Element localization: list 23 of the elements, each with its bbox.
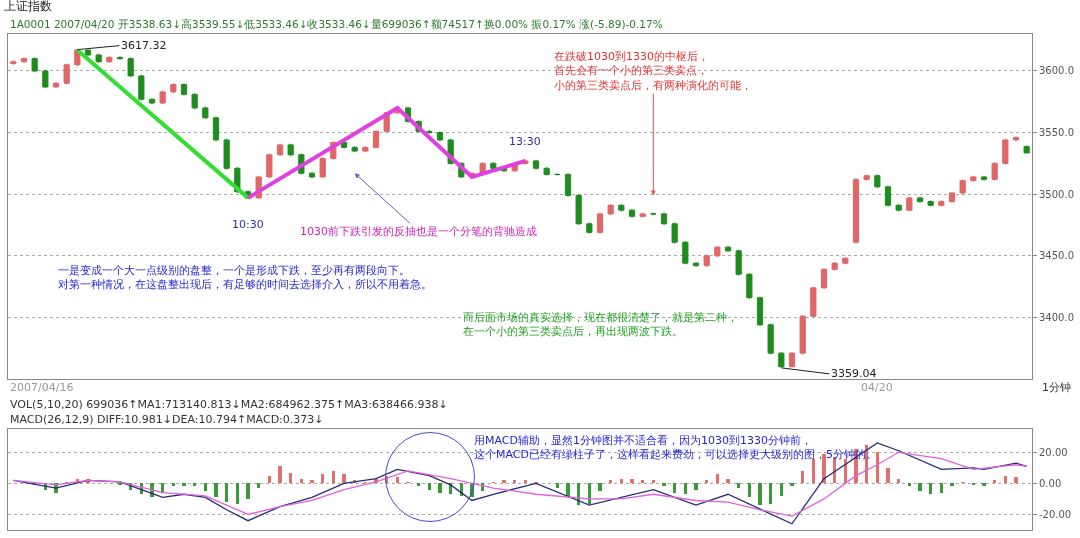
annotation: 一是变成一个大一点级别的盘整，一个是形成下跌，至少再有两段向下。对第一种情况，在这盘整出现后，有足够的时间去选择介入，所以不用着急。: [58, 264, 432, 292]
text: 1分钟: [1042, 381, 1071, 394]
chart-title: 上证指数: [4, 0, 53, 14]
y-tick-label: 3600.0: [1039, 65, 1074, 77]
y-tick-label: 3400.0: [1039, 311, 1074, 323]
annotation: 3359.04: [831, 367, 877, 380]
annotation: 而后面市场的真实选择，现在都很清楚了，就是第二种，在一个小的第三类卖点后，再出现两波下跌。: [463, 311, 738, 339]
text: VOL(5,10,20) 699036↑MA1:713140.813↓MA2:684962.375↑MA3:638466.938↓: [10, 398, 448, 411]
annotation: 1030前下跌引发的反抽也是一个分笔的背驰造成: [300, 225, 537, 238]
y-tick-label: 0.00: [1039, 477, 1062, 489]
annotation: 10:30: [232, 218, 264, 231]
y-tick-label: 20.00: [1039, 446, 1068, 458]
y-tick-label: -20.00: [1039, 508, 1072, 520]
chart-subtitle: 1A0001 2007/04/20 开3538.63↓高3539.55↓低3533.46↓收3533.46↓量699036↑额74517↑换0.00% 振0.17% 涨(-5.89)-0.17%: [10, 18, 663, 30]
y-tick-label: 3500.0: [1039, 188, 1074, 200]
annotation: 13:30: [509, 135, 541, 148]
text: 04/20: [861, 381, 893, 394]
y-tick-label: 3450.0: [1039, 250, 1074, 262]
annotation: 3617.32: [121, 39, 167, 52]
text: MACD(26,12,9) DIFF:10.981↓DEA:10.794↑MACD:0.373↓: [10, 413, 324, 426]
y-tick-label: 3550.0: [1039, 127, 1074, 139]
text: 2007/04/16: [10, 381, 74, 394]
annotation: 在跌破1030到1330的中枢后，首先会有一个小的第三类卖点，小的第三类卖点后，有两种演化的可能，: [554, 50, 752, 92]
